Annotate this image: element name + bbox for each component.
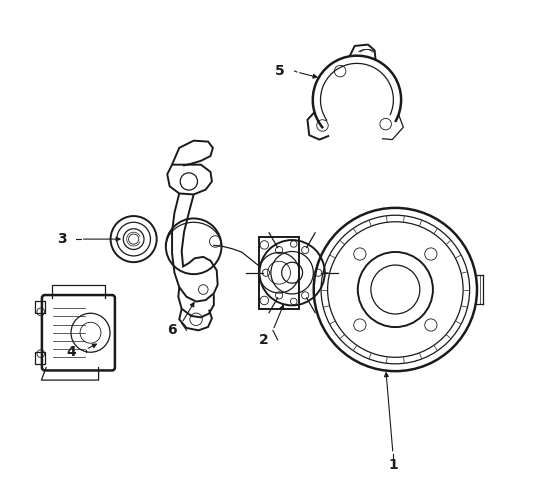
Text: 4: 4 bbox=[67, 345, 76, 359]
Text: 6: 6 bbox=[167, 323, 177, 337]
Text: 5: 5 bbox=[275, 64, 285, 78]
Text: 1: 1 bbox=[388, 458, 398, 472]
Text: 2: 2 bbox=[259, 333, 268, 347]
Text: 3: 3 bbox=[57, 232, 67, 246]
